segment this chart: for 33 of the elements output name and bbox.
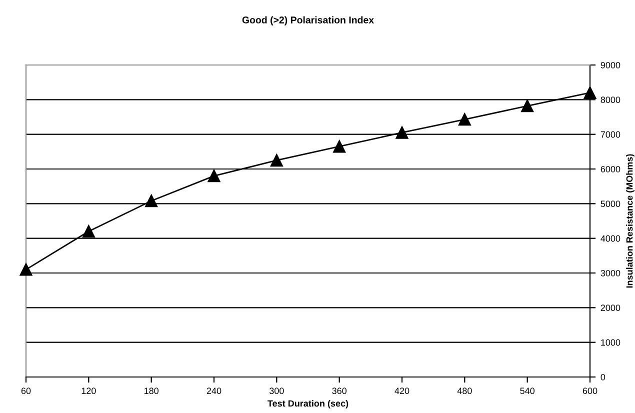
y-axis-title: Insulation Resistance (MOhms)	[626, 154, 634, 288]
x-tick-label: 60	[21, 388, 31, 394]
y-tick-label: 6000	[600, 166, 620, 172]
y-tick-label: 2000	[600, 304, 620, 312]
point	[270, 154, 283, 167]
x-tick-label: 420	[394, 388, 410, 394]
x-tick-label: 360	[332, 388, 347, 394]
x-tick-label: 480	[457, 388, 472, 394]
chart-title: Good (>2) Polarisation Index	[242, 16, 374, 26]
y-tick-label: 5000	[600, 200, 620, 208]
point	[82, 225, 95, 238]
point	[208, 170, 220, 182]
y-tick-label: 4000	[600, 235, 620, 242]
x-tick-label: 180	[144, 388, 159, 394]
x-tick-label: 300	[269, 388, 284, 394]
point	[521, 100, 534, 112]
y-tick-label: 9000	[600, 62, 620, 68]
point	[20, 263, 32, 276]
y-tick-label: 3000	[600, 270, 620, 276]
point	[145, 194, 158, 208]
point	[584, 86, 596, 99]
point	[333, 140, 346, 153]
x-tick-label: 540	[520, 388, 535, 394]
y-tick-label: 7000	[600, 131, 620, 138]
x-tick-label: 240	[206, 388, 222, 394]
y-tick-label: 1000	[601, 339, 620, 346]
point	[396, 126, 408, 139]
y-tick-label: 0	[600, 374, 606, 380]
x-tick-label: 120	[82, 388, 96, 394]
point	[458, 113, 471, 126]
y-tick-label: 8000	[600, 96, 620, 104]
x-tick-label: 600	[582, 388, 598, 394]
x-axis-title: Test Duration (sec)	[268, 400, 348, 408]
